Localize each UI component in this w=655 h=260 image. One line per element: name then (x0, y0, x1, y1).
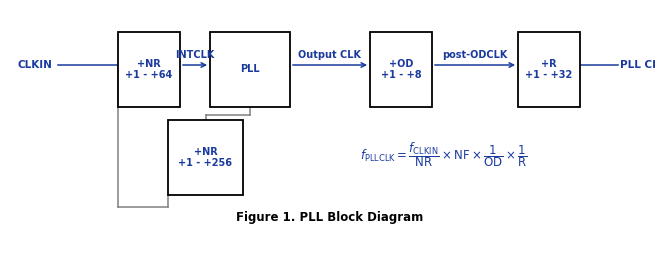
Text: +NR
+1 - +256: +NR +1 - +256 (179, 147, 233, 168)
Text: $f_{\mathrm{PLLCLK}} = \dfrac{f_{\mathrm{CLKIN}}}{\mathrm{NR}} \times \mathrm{NF: $f_{\mathrm{PLLCLK}} = \dfrac{f_{\mathrm… (360, 141, 528, 170)
Text: INTCLK: INTCLK (176, 50, 215, 60)
Bar (118, 32, 180, 107)
Text: CLKIN: CLKIN (18, 60, 53, 70)
Bar (210, 32, 290, 107)
Text: post-ODCLK: post-ODCLK (442, 50, 508, 60)
Text: +R
+1 - +32: +R +1 - +32 (525, 59, 572, 80)
Text: +OD
+1 - +8: +OD +1 - +8 (381, 59, 421, 80)
Bar (370, 32, 432, 107)
Text: Figure 1. PLL Block Diagram: Figure 1. PLL Block Diagram (236, 211, 424, 224)
Text: +NR
+1 - +64: +NR +1 - +64 (125, 59, 173, 80)
Bar (518, 32, 580, 107)
Text: Output CLK: Output CLK (299, 50, 362, 60)
Text: PLL CLK: PLL CLK (620, 60, 655, 70)
Bar (168, 120, 243, 195)
Text: PLL: PLL (240, 64, 260, 75)
